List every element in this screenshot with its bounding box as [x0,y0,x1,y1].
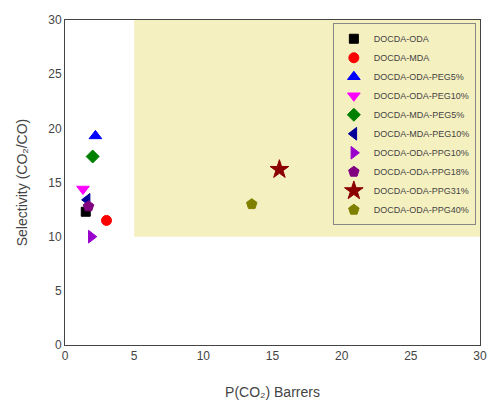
svg-text:25: 25 [404,349,418,363]
svg-text:DOCDA-ODA-PPG10%: DOCDA-ODA-PPG10% [374,148,469,158]
svg-text:Selectivity (CO₂/CO): Selectivity (CO₂/CO) [14,119,30,247]
svg-text:25: 25 [48,67,62,81]
svg-text:DOCDA-MDA-PEG5%: DOCDA-MDA-PEG5% [374,110,465,120]
svg-text:30: 30 [48,13,62,27]
svg-text:DOCDA-ODA-PEG10%: DOCDA-ODA-PEG10% [374,91,469,101]
svg-text:5: 5 [55,284,62,298]
svg-text:DOCDA-ODA-PEG5%: DOCDA-ODA-PEG5% [374,72,464,82]
svg-text:0: 0 [55,338,62,352]
svg-text:5: 5 [131,349,138,363]
svg-text:15: 15 [48,176,62,190]
svg-text:P(CO₂) Barrers: P(CO₂) Barrers [225,384,320,400]
svg-text:DOCDA-ODA: DOCDA-ODA [374,34,429,44]
svg-text:10: 10 [197,349,211,363]
svg-text:10: 10 [48,230,62,244]
svg-text:30: 30 [473,349,487,363]
svg-text:DOCDA-MDA: DOCDA-MDA [374,53,430,63]
svg-text:20: 20 [335,349,349,363]
svg-text:20: 20 [48,122,62,136]
svg-text:DOCDA-ODA-PPG31%: DOCDA-ODA-PPG31% [374,186,469,196]
svg-text:DOCDA-ODA-PPG18%: DOCDA-ODA-PPG18% [374,167,469,177]
svg-text:15: 15 [266,349,280,363]
svg-text:DOCDA-ODA-PPG40%: DOCDA-ODA-PPG40% [374,205,469,215]
svg-text:DOCDA-MDA-PEG10%: DOCDA-MDA-PEG10% [374,129,470,139]
svg-text:0: 0 [62,349,69,363]
